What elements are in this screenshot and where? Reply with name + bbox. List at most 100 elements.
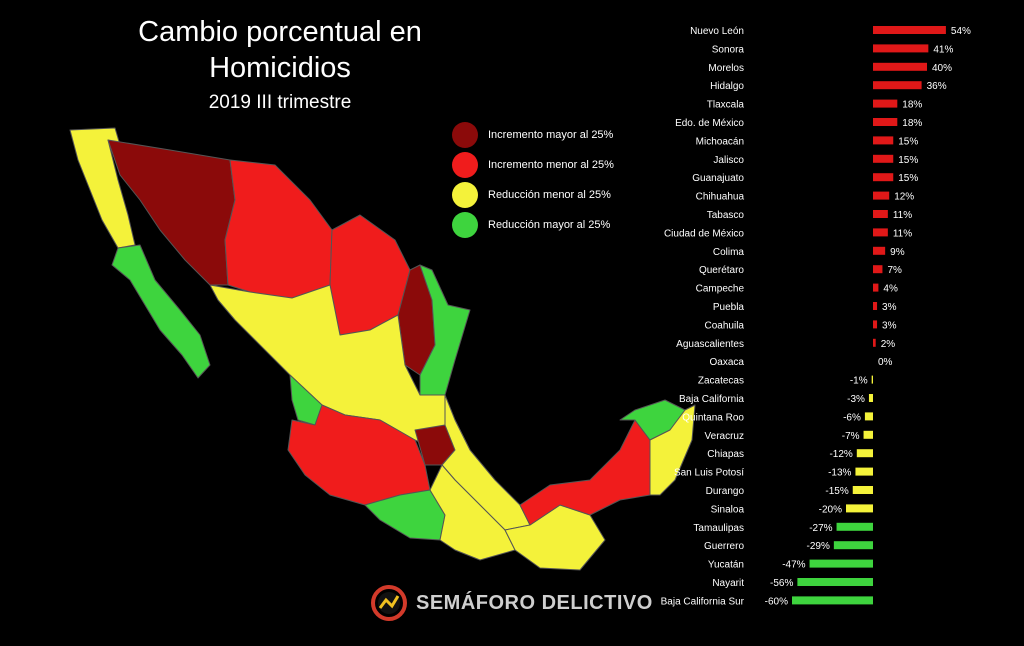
bar (873, 191, 890, 200)
map-tabasco-campeche (519, 419, 651, 526)
category-label: Quintana Roo (682, 412, 744, 423)
logo-text: SEMÁFORO DELICTIVO (416, 591, 653, 614)
value-label: -12% (829, 449, 852, 460)
map-nayarit (289, 374, 323, 426)
category-label: Michoacán (696, 136, 744, 147)
category-label: Campeche (696, 284, 745, 295)
category-label: Ciudad de México (664, 228, 744, 239)
map-baja-california-sur (111, 244, 211, 379)
value-label: -3% (847, 394, 865, 405)
value-label: 15% (898, 136, 918, 147)
value-label: 12% (894, 192, 914, 203)
bar (846, 504, 873, 513)
category-label: Sinaloa (711, 504, 745, 515)
legend-label: Reducción mayor al 25% (488, 219, 611, 231)
category-label: Chiapas (707, 449, 744, 460)
bar (852, 486, 873, 494)
category-label: Tamaulipas (693, 523, 744, 534)
value-label: -1% (850, 376, 868, 387)
category-label: Yucatán (708, 560, 744, 571)
value-label: 7% (887, 265, 902, 276)
category-label: Chihuahua (696, 192, 745, 203)
category-label: Edo. de México (675, 118, 744, 129)
bar (873, 136, 894, 145)
category-label: Durango (706, 486, 745, 497)
bar (873, 265, 883, 274)
value-label: 9% (890, 247, 905, 258)
legend-item: Reducción menor al 25% (452, 180, 614, 210)
map-oaxaca (429, 464, 516, 561)
category-label: Querétaro (699, 265, 744, 276)
value-label: -6% (843, 412, 861, 423)
bar (873, 154, 894, 163)
chart-title: Cambio porcentual en Homicidios (110, 14, 450, 86)
category-label: Colima (713, 247, 745, 258)
category-label: Tlaxcala (707, 100, 745, 111)
value-label: -27% (809, 523, 832, 534)
bar (792, 596, 873, 605)
legend-swatch-dark-red (452, 122, 478, 148)
bar (873, 320, 878, 329)
bar (873, 283, 879, 292)
bar (873, 118, 898, 126)
category-label: Baja California Sur (661, 596, 745, 607)
value-label: 36% (927, 81, 947, 92)
value-label: 40% (932, 63, 952, 74)
chart-subtitle: 2019 III trimestre (208, 92, 352, 113)
bar (873, 81, 922, 90)
category-label: Morelos (708, 63, 744, 74)
bar (864, 412, 873, 421)
bar (809, 559, 873, 568)
bar (873, 338, 876, 347)
value-label: -47% (782, 560, 805, 571)
legend-swatch-red (452, 152, 478, 178)
bar (833, 541, 873, 550)
value-label: -20% (819, 504, 842, 515)
value-label: 18% (902, 118, 922, 129)
bar (873, 246, 886, 255)
value-label: 54% (951, 26, 971, 37)
mexico-map (69, 127, 696, 571)
bar (873, 99, 898, 108)
value-label: -60% (765, 596, 788, 607)
title-line-1: Cambio porcentual en (138, 16, 422, 48)
legend: Incremento mayor al 25% Incremento menor… (452, 120, 614, 240)
map-jalisco-michoacan (287, 404, 431, 506)
legend-swatch-yellow (452, 182, 478, 208)
bar (873, 210, 888, 218)
category-label: Hidalgo (710, 81, 744, 92)
category-label: Tabasco (707, 210, 745, 221)
category-label: Sonora (712, 44, 745, 55)
value-label: -29% (806, 541, 829, 552)
category-label: Nuevo León (690, 26, 744, 37)
value-label: 41% (933, 44, 953, 55)
bar (873, 173, 894, 182)
bar (836, 522, 873, 531)
category-label: Aguascalientes (676, 339, 744, 350)
value-label: -13% (828, 468, 851, 479)
title-line-2: Homicidios (209, 52, 351, 84)
value-label: 11% (893, 228, 912, 239)
bar-chart: Nuevo León 54% Sonora 41% Morelos 40% Hidalgo 3… (661, 26, 971, 607)
value-label: -15% (825, 486, 848, 497)
bar (868, 394, 873, 402)
value-label: -56% (770, 578, 793, 589)
bar (873, 44, 929, 53)
bar (863, 430, 873, 439)
bar (873, 302, 878, 310)
category-label: Baja California (679, 394, 744, 405)
bar (873, 26, 946, 34)
bar (856, 449, 873, 458)
legend-label: Incremento menor al 25% (488, 159, 614, 171)
category-label: San Luis Potosí (674, 468, 744, 479)
map-sonora (107, 139, 236, 286)
value-label: 18% (902, 100, 922, 111)
map-quintana-roo (649, 404, 696, 496)
category-label: Oaxaca (710, 357, 745, 368)
legend-label: Incremento mayor al 25% (488, 129, 614, 141)
bar (873, 228, 888, 237)
semaforo-logo-icon (371, 585, 407, 621)
map-chihuahua (224, 159, 333, 299)
logo: SEMÁFORO DELICTIVO (370, 584, 653, 622)
legend-label: Reducción menor al 25% (488, 189, 611, 201)
